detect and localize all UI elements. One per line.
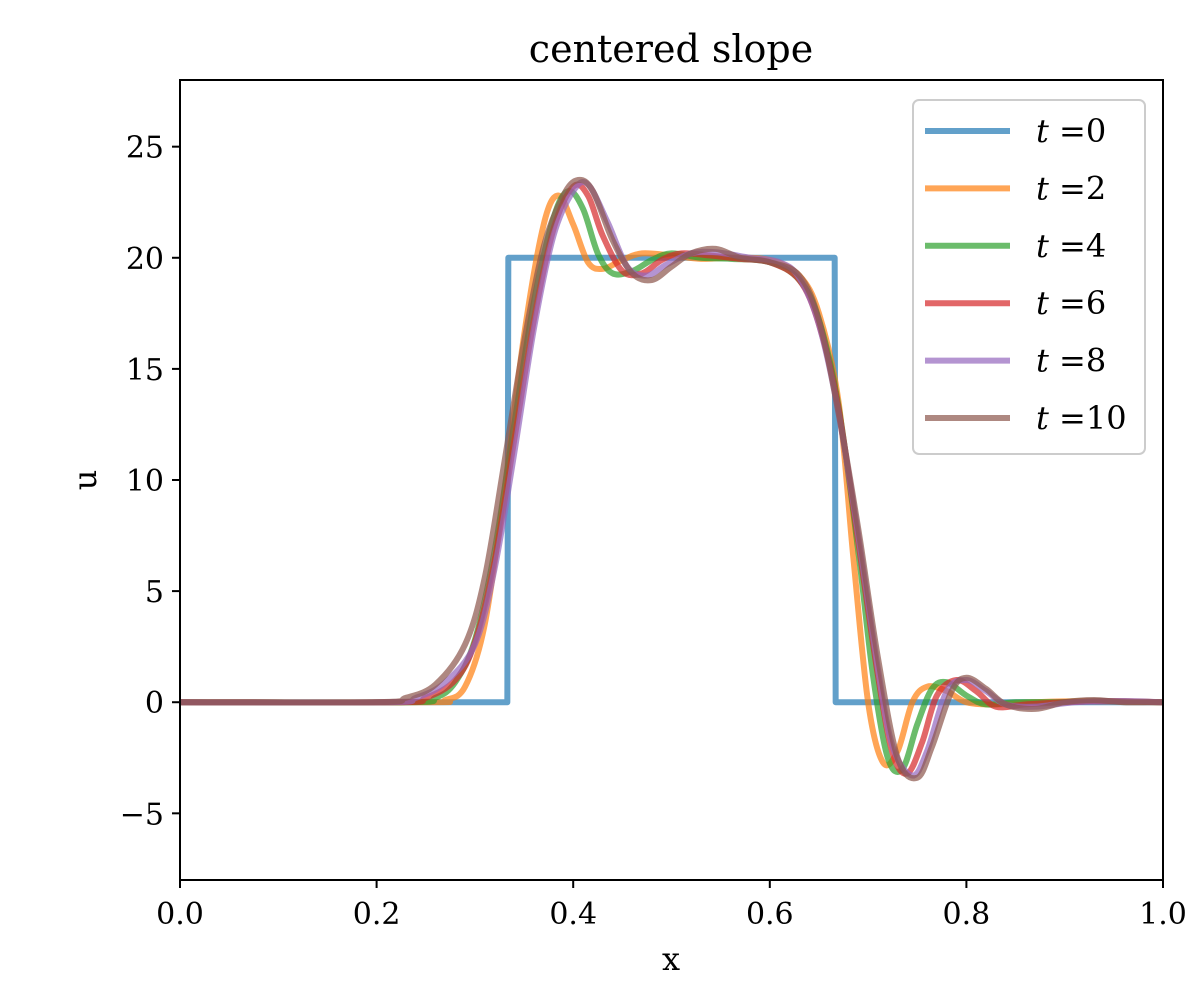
y-tick-label: 0 [145,686,164,721]
x-tick-label: 0.4 [549,897,597,932]
y-tick-label: 15 [126,353,164,388]
y-tick-label: 10 [126,464,164,499]
y-axis: −5 0 5 10 15 20 25 [120,131,180,832]
legend-label-t-10: t =10 [1036,399,1127,437]
chart-title: centered slope [529,27,813,71]
y-tick-label: −5 [120,797,164,832]
series-line-t-10 [180,176,1163,782]
y-tick-label: 5 [145,575,164,610]
legend-label-t-8: t =8 [1036,342,1106,380]
legend: t =0 t =2 t =4 t =6 t =8 t =10 [912,99,1146,455]
legend-label-t-4: t =4 [1036,227,1106,265]
legend-label-t-0: t =0 [1036,112,1106,150]
x-tick-label: 0.6 [746,897,794,932]
x-tick-label: 0.0 [156,897,204,932]
x-axis: 0.0 0.2 0.4 0.6 0.8 1.0 [156,880,1187,932]
x-tick-label: 0.8 [943,897,991,932]
legend-label-t-2: t =2 [1036,169,1106,207]
x-tick-label: 1.0 [1139,897,1187,932]
x-tick-label: 0.2 [353,897,401,932]
series-layer [180,176,1163,782]
x-axis-label: x [662,940,680,978]
y-tick-label: 20 [126,242,164,277]
y-tick-label: 25 [126,131,164,166]
y-axis-label: u [66,470,104,491]
legend-label-t-6: t =6 [1036,284,1106,322]
